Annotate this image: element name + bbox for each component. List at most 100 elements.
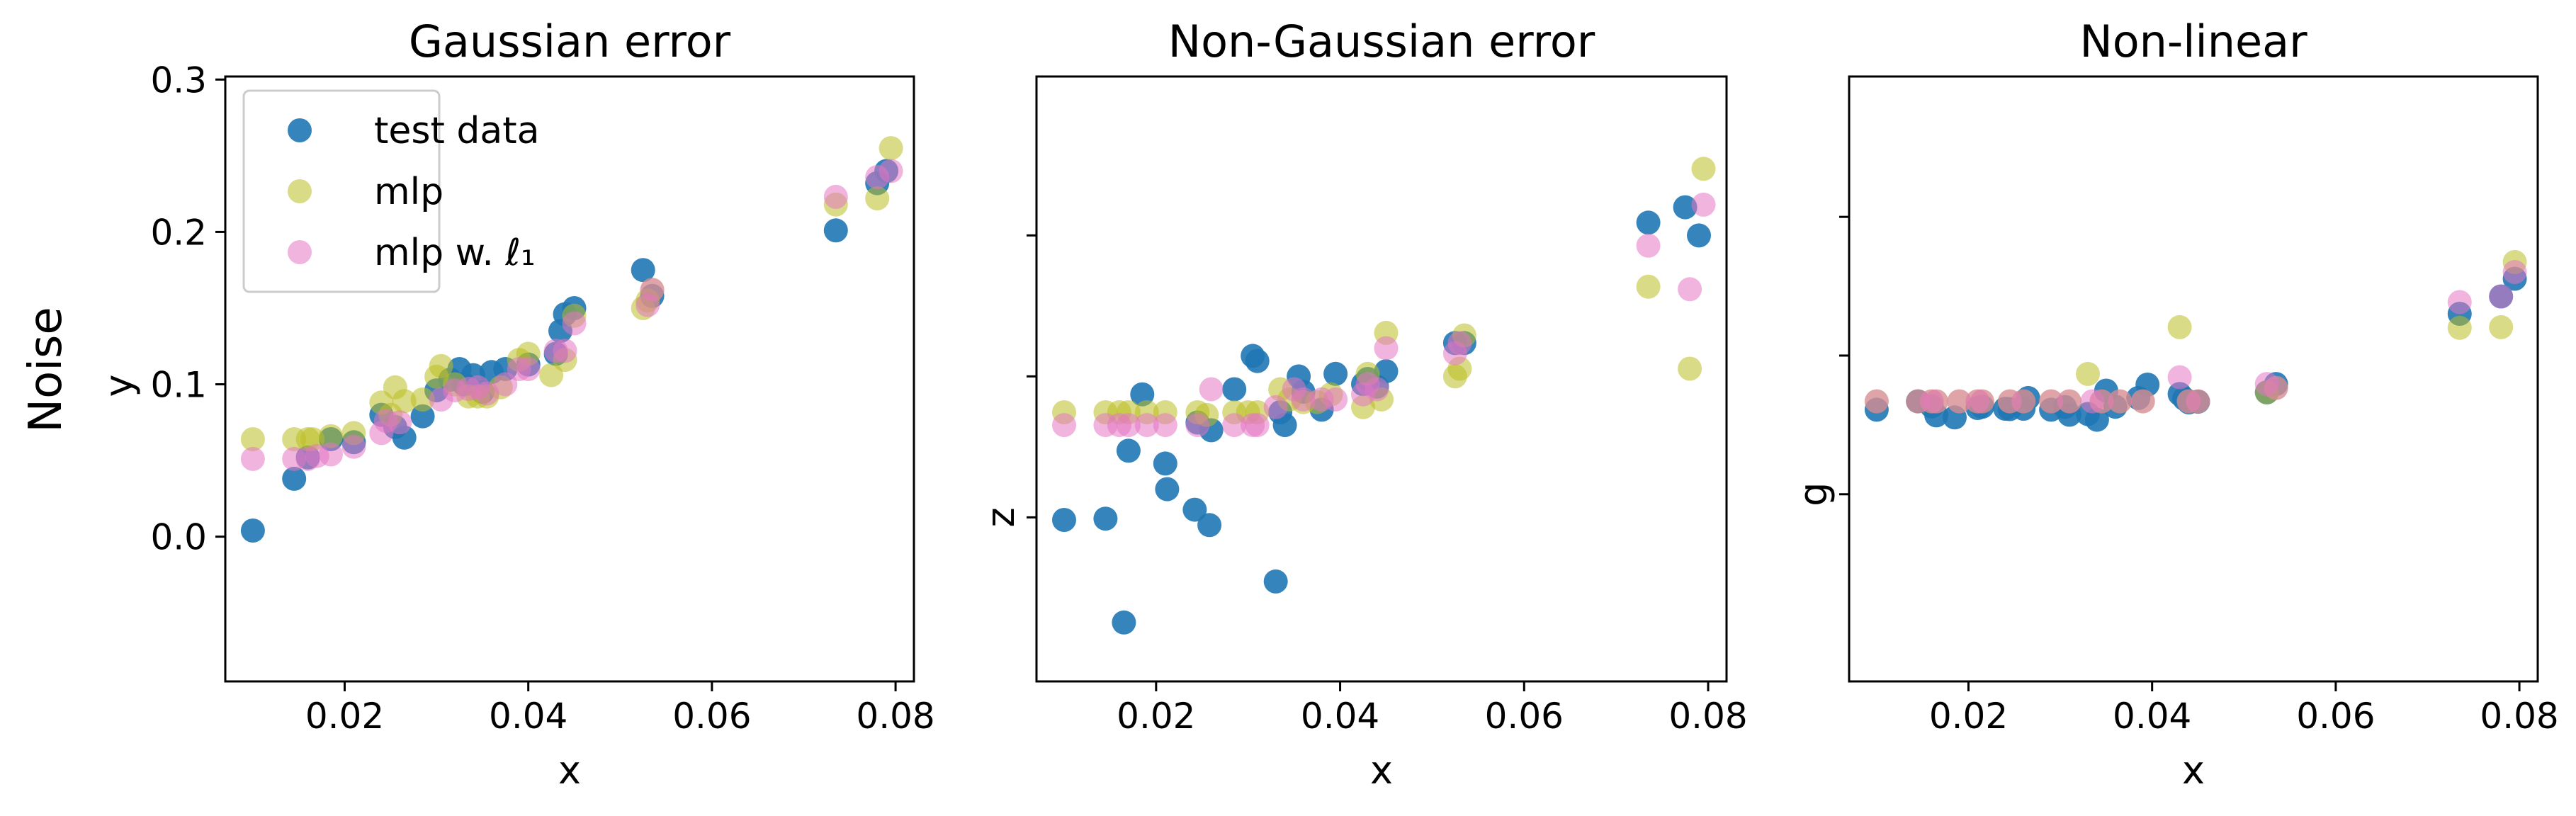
x-tick-label: 0.06 — [2296, 696, 2375, 737]
x-tick-label: 0.08 — [856, 696, 934, 737]
legend-label-test-data: test data — [374, 110, 540, 152]
data-point — [319, 442, 343, 467]
y-axis-label: z — [978, 507, 1023, 527]
x-tick-label: 0.04 — [489, 696, 567, 737]
series-mlp-w — [1052, 192, 1716, 438]
data-point — [388, 410, 412, 435]
data-point — [392, 389, 417, 414]
data-point — [2502, 260, 2527, 284]
x-tick-label: 0.08 — [1668, 696, 1747, 737]
x-axis-label: x — [2182, 748, 2205, 793]
data-point — [2057, 389, 2081, 414]
data-point — [1636, 233, 1661, 258]
data-point — [1673, 195, 1697, 220]
data-point — [1864, 389, 1889, 414]
data-point — [240, 427, 265, 451]
data-point — [1153, 451, 1177, 476]
legend-box — [242, 89, 441, 293]
data-point — [2076, 361, 2100, 386]
data-point — [1116, 438, 1141, 463]
x-axis-label: x — [1370, 748, 1393, 793]
data-point — [2489, 284, 2514, 309]
legend: test data mlp mlp w. ℓ₁ — [242, 89, 540, 293]
data-point — [2447, 315, 2472, 340]
data-point — [282, 466, 307, 491]
data-point — [516, 357, 541, 381]
data-point — [2186, 389, 2210, 414]
x-tick-label: 0.02 — [1117, 696, 1195, 737]
data-point — [1052, 413, 1076, 438]
legend-marker-mlp — [288, 179, 312, 203]
data-point — [1199, 377, 1224, 402]
data-point — [553, 339, 577, 363]
legend-marker-mlp-l1 — [288, 240, 312, 264]
data-point — [1323, 387, 1348, 412]
legend-marker-test-data — [288, 118, 312, 142]
panel-3: Non-linear 0.02 0.04 0.06 0.08 x g — [1791, 16, 2559, 793]
legend-label-mlp-l1: mlp w. ℓ₁ — [374, 232, 536, 274]
data-point — [2130, 389, 2155, 414]
data-point — [2447, 290, 2472, 314]
x-tick-label: 0.04 — [1301, 696, 1379, 737]
data-point — [319, 424, 343, 448]
plot-frame — [224, 75, 915, 683]
data-point — [1116, 413, 1141, 438]
data-point — [475, 381, 499, 406]
y-tick-label: 0.0 — [150, 517, 207, 558]
data-point — [1272, 413, 1297, 438]
panel-1: Gaussian error 0.02 0.04 0.06 0.08 0.0 0.1 0.2 0… — [96, 16, 935, 793]
x-tick-label: 0.08 — [2480, 696, 2558, 737]
data-point — [823, 218, 848, 243]
x-tick-label: 0.06 — [672, 696, 751, 737]
data-point — [2264, 375, 2288, 400]
data-point — [1263, 395, 1288, 419]
data-point — [1185, 413, 1210, 438]
data-point — [823, 184, 848, 209]
plot-frame — [1035, 75, 1728, 683]
x-tick-label: 0.02 — [305, 696, 384, 737]
data-point — [1447, 331, 1472, 356]
panel-title: Non-Gaussian error — [1168, 16, 1595, 67]
data-point — [1155, 477, 1180, 502]
panel-title: Non-linear — [2079, 16, 2307, 67]
y-axis-label: g — [1791, 482, 1836, 506]
data-point — [1374, 336, 1399, 361]
data-point — [341, 434, 366, 459]
data-point — [1093, 506, 1118, 531]
data-point — [2167, 365, 2192, 390]
data-point — [631, 258, 655, 283]
data-point — [2108, 389, 2132, 414]
data-point — [1153, 413, 1177, 438]
data-point — [1691, 157, 1716, 181]
data-point — [2039, 389, 2064, 414]
data-point — [1245, 348, 1270, 373]
data-point — [1263, 569, 1288, 594]
data-point — [1323, 361, 1348, 386]
series-mlp-w — [240, 159, 903, 471]
y-tick-label: 0.2 — [150, 212, 207, 253]
x-tick-label: 0.06 — [1485, 696, 1564, 737]
data-point — [562, 311, 587, 336]
series-mlp-w — [1864, 260, 2527, 414]
data-point — [1636, 210, 1661, 235]
data-point — [865, 186, 890, 211]
plot-frame — [1848, 75, 2539, 683]
series-mlp — [1864, 249, 2527, 414]
data-point — [240, 518, 265, 543]
data-point — [640, 278, 665, 302]
data-point — [240, 446, 265, 471]
data-point — [2084, 407, 2109, 432]
data-point — [1687, 223, 1711, 248]
data-point — [2167, 314, 2192, 339]
data-point — [410, 404, 435, 429]
data-point — [1365, 377, 1389, 402]
x-tick-label: 0.04 — [2113, 696, 2191, 737]
data-point — [1112, 610, 1136, 635]
legend-label-mlp: mlp — [374, 171, 444, 213]
data-point — [1134, 413, 1159, 438]
y-tick-label: 0.1 — [150, 365, 207, 406]
data-point — [879, 136, 903, 161]
panel-title: Gaussian error — [409, 16, 731, 67]
data-point — [1052, 508, 1076, 532]
